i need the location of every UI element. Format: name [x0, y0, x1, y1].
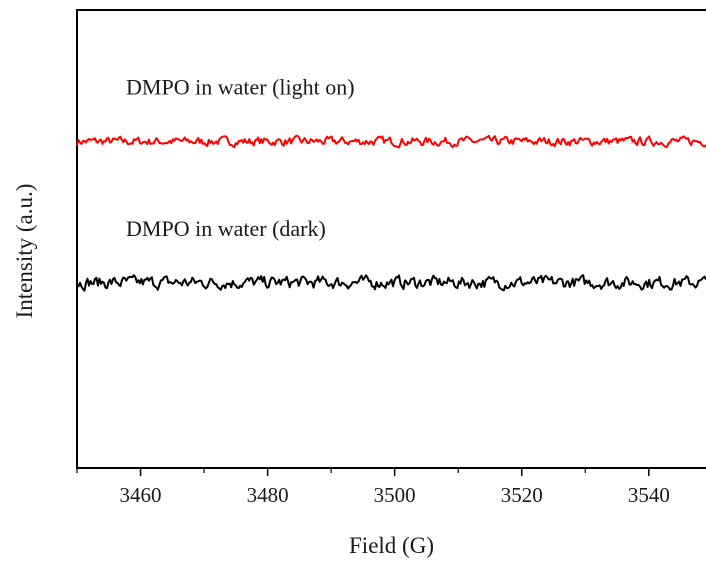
x-tick-label: 3460	[120, 483, 162, 507]
x-axis-label: Field (G)	[349, 533, 434, 558]
y-axis-label: Intensity (a.u.)	[12, 184, 37, 319]
plot-frame	[76, 9, 706, 469]
x-tick-label: 3520	[501, 483, 543, 507]
series-label-light-on: DMPO in water (light on)	[126, 74, 355, 99]
series-annotations: DMPO in water (light on) DMPO in water (d…	[126, 74, 355, 241]
x-tick-label: 3480	[247, 483, 289, 507]
series-line-dark	[76, 274, 706, 292]
x-axis-ticks: 3460 3480 3500 3520 3540	[76, 468, 670, 507]
series-line-light-on	[76, 134, 706, 149]
series-layer	[76, 134, 706, 292]
x-tick-label: 3540	[628, 483, 670, 507]
x-tick-label: 3500	[374, 483, 416, 507]
series-label-dark: DMPO in water (dark)	[126, 216, 326, 241]
